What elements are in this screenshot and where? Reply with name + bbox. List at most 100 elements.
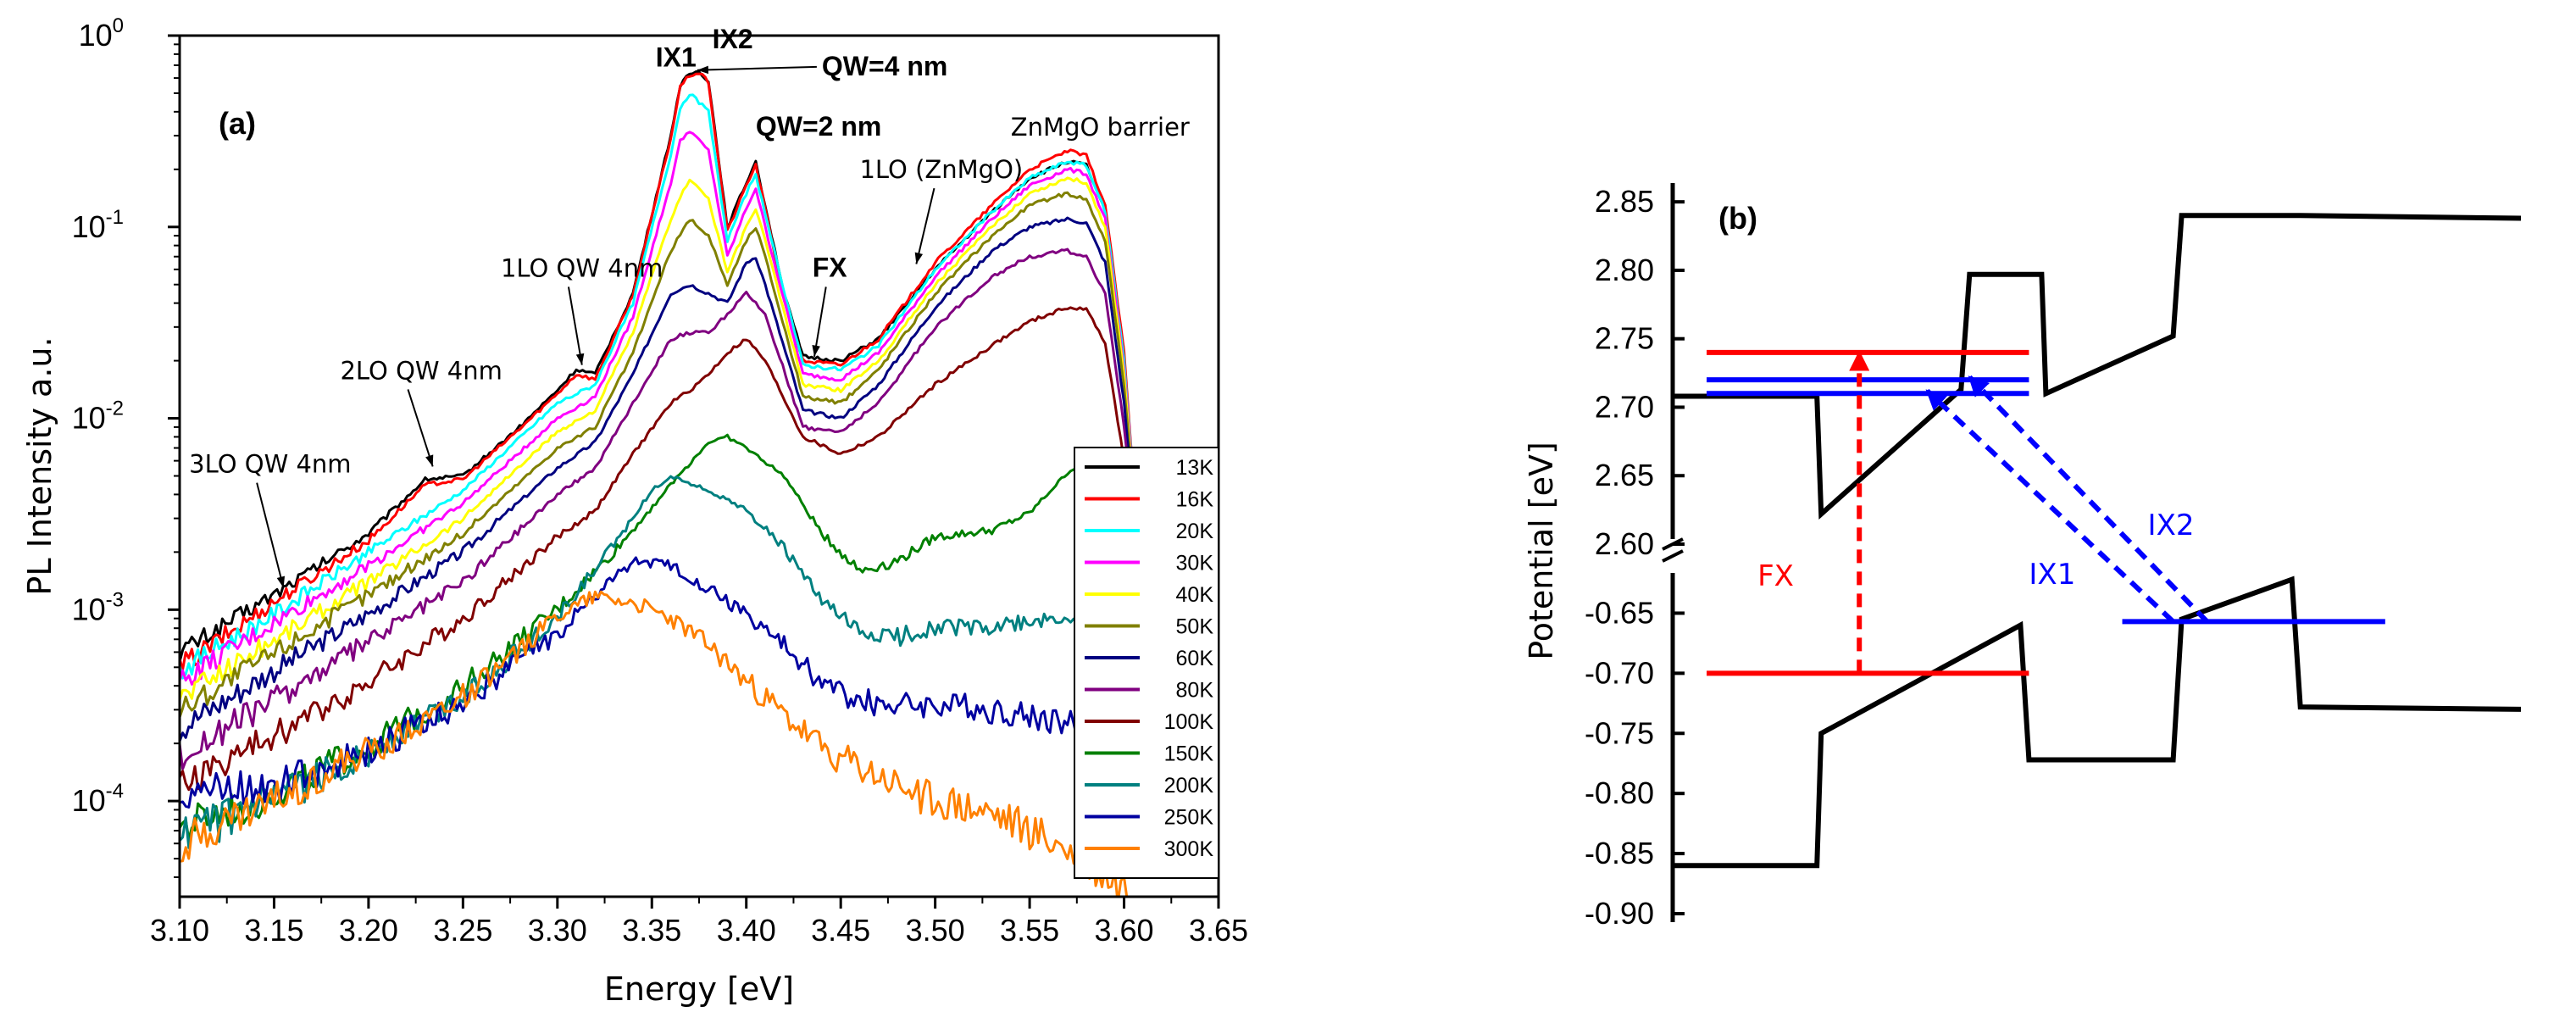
y-tick-label: 2.80 — [1595, 253, 1654, 287]
annotation-label: 1LO QW 4nm — [501, 253, 663, 282]
x-tick-label: 3.25 — [433, 913, 492, 948]
series-line-150K — [180, 433, 1154, 841]
x-tick-label: 3.15 — [244, 913, 303, 948]
legend-label: 80K — [1176, 679, 1214, 703]
x-tick-label: 3.50 — [906, 913, 965, 948]
valence-band-edge — [1673, 575, 2522, 869]
series-line-20K — [180, 93, 1154, 802]
x-tick-label: 3.30 — [528, 913, 587, 948]
legend-label: 200K — [1164, 774, 1214, 798]
legend-label: 16K — [1176, 488, 1214, 512]
y-tick-label: 2.85 — [1595, 184, 1654, 219]
annotation-label: FX — [813, 252, 848, 282]
annotation-label: IX1 — [656, 42, 697, 72]
annotation-label: QW=4 nm — [822, 51, 947, 81]
annotation-label: IX2 — [713, 24, 753, 54]
series-line-60K — [180, 216, 1154, 802]
annotation-arrow-head — [812, 345, 820, 357]
panel-b-label: (b) — [1718, 201, 1757, 236]
series-line-80K — [180, 247, 1154, 802]
panel-a-label: (a) — [219, 106, 256, 141]
y-tick-label: -0.75 — [1585, 715, 1654, 750]
axis-break-mark — [1662, 549, 1684, 563]
panel-a-x-axis: 3.10 3.15 3.20 3.25 3.30 3.35 3.40 3.45 3.50 3.55… — [150, 897, 1248, 948]
annotation-arrow-line — [407, 389, 434, 467]
y-tick-label: 10-4 — [72, 780, 124, 818]
annotation-label: 3LO QW 4nm — [189, 450, 351, 479]
series-line-100K — [180, 306, 1154, 802]
x-tick-label: 3.20 — [339, 913, 398, 948]
legend-box — [1074, 447, 1219, 879]
y-tick-label: -0.90 — [1585, 896, 1654, 931]
y-tick-label: 10-2 — [72, 398, 124, 436]
series-line-16K — [180, 72, 1154, 802]
panel-a-y-axis: 10-4 10-3 10-2 10-1 100 — [72, 14, 180, 878]
conduction-band-edge — [1673, 213, 2522, 520]
annotation-arrow-head — [914, 252, 924, 264]
annotation-label: ZnMgO barrier — [1011, 113, 1190, 142]
x-tick-label: 3.35 — [622, 913, 681, 948]
series-line-50K — [180, 191, 1154, 802]
transition-label-fx: FX — [1757, 559, 1794, 593]
panel-b-band-diagram: 2.60 2.65 2.70 2.75 2.80 2.85 -0.65 -0.70 -0.75 -… — [1523, 183, 2522, 931]
panel-b-y-axis-title: Potential [eV] — [1523, 442, 1560, 660]
panel-a-x-axis-title: Energy [eV] — [604, 970, 794, 1008]
legend-label: 250K — [1164, 806, 1214, 830]
x-tick-label: 3.40 — [717, 913, 776, 948]
x-tick-label: 3.65 — [1189, 913, 1248, 948]
transition-label-ix2: IX2 — [2148, 509, 2195, 542]
y-tick-label: 2.60 — [1595, 526, 1654, 561]
annotation-label: 1LO (ZnMgO) — [859, 155, 1023, 184]
annotation-label: QW=2 nm — [756, 111, 881, 142]
y-tick-label: -0.80 — [1585, 776, 1654, 810]
annotation-arrow-head — [697, 65, 709, 75]
legend-label: 13K — [1176, 456, 1214, 480]
x-tick-label: 3.55 — [1000, 913, 1059, 948]
y-tick-label: -0.85 — [1585, 836, 1654, 870]
panel-a-pl-spectra: 3.10 3.15 3.20 3.25 3.30 3.35 3.40 3.45 3.50 3.55… — [21, 14, 1248, 1008]
annotation-label: 2LO QW 4nm — [340, 356, 502, 385]
annotation-arrow-head — [425, 454, 434, 467]
legend-label: 30K — [1176, 552, 1214, 575]
annotation-arrow-line — [813, 286, 827, 357]
x-tick-label: 3.60 — [1095, 913, 1154, 948]
annotation-arrow-line — [915, 187, 935, 264]
annotation-arrow-line — [567, 286, 583, 365]
panel-a-legend: 13K 16K 20K 30K 40K 50K 60K 80K 100K 150K 200K 250K… — [1074, 447, 1219, 879]
y-tick-label: 2.70 — [1595, 389, 1654, 424]
transition-arrow-ix2 — [1968, 375, 2209, 624]
annotation-arrow-line — [256, 482, 285, 588]
y-tick-label: -0.70 — [1585, 655, 1654, 690]
annotation-arrow-head — [575, 353, 585, 365]
y-tick-label: -0.65 — [1585, 595, 1654, 630]
y-tick-label: 100 — [79, 14, 124, 53]
panel-b-y-axis: 2.60 2.65 2.70 2.75 2.80 2.85 -0.65 -0.70 -0.75 -… — [1585, 183, 1685, 931]
y-tick-label: 2.65 — [1595, 458, 1654, 492]
legend-label: 60K — [1176, 647, 1214, 670]
legend-label: 150K — [1164, 742, 1214, 766]
y-tick-label: 10-3 — [72, 588, 124, 626]
series-line-30K — [180, 131, 1154, 802]
annotation-arrow-line — [697, 65, 817, 71]
y-tick-label: 10-1 — [72, 206, 124, 244]
legend-label: 50K — [1176, 615, 1214, 639]
panel-b-lines — [1673, 213, 2522, 869]
panel-b-labels: FX IX1 IX2 — [1757, 509, 2194, 593]
series-line-300K — [180, 590, 1132, 897]
x-tick-label: 3.10 — [150, 913, 209, 948]
panel-a-curves — [180, 70, 1154, 897]
series-line-40K — [180, 176, 1154, 802]
transition-label-ix1: IX1 — [2029, 558, 2075, 592]
panel-a-annotations: IX1 IX2 QW=4 nm QW=2 nm ZnMgO barrier 1LO (Zn… — [189, 24, 1190, 588]
legend-label: 20K — [1176, 520, 1214, 543]
series-line-200K — [180, 475, 1154, 859]
annotation-arrow-head — [276, 575, 286, 588]
legend-label: 40K — [1176, 583, 1214, 607]
legend-label: 300K — [1164, 837, 1214, 861]
transition-arrow-ix1 — [1925, 388, 2175, 624]
legend-label: 100K — [1164, 710, 1214, 734]
panel-a-y-axis-title: PL Intensity a.u. — [21, 336, 58, 595]
x-tick-label: 3.45 — [811, 913, 870, 948]
y-tick-label: 2.75 — [1595, 321, 1654, 356]
